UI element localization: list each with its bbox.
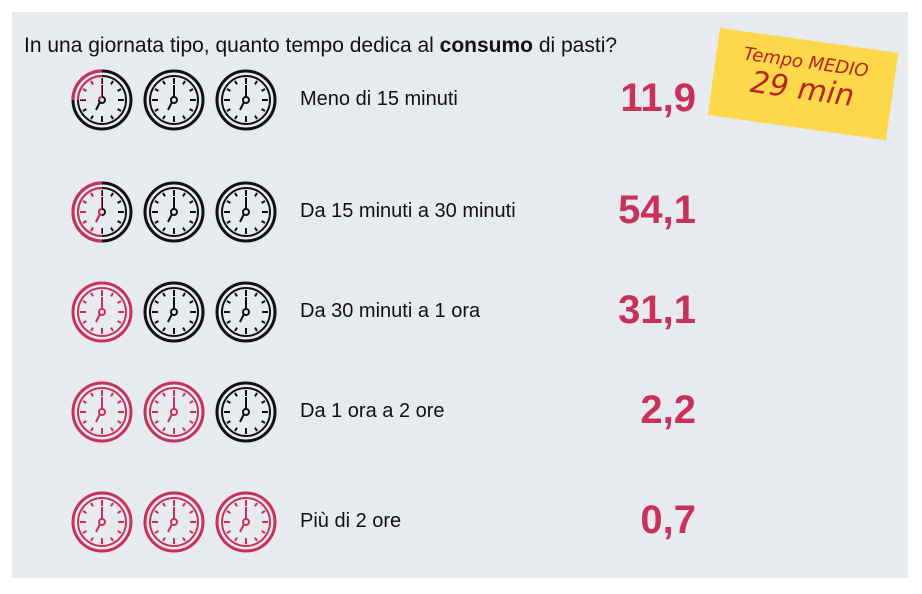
row-label: Da 30 minuti a 1 ora: [300, 300, 481, 322]
clock-icon: [215, 181, 277, 243]
title-suffix: di pasti?: [532, 34, 618, 57]
clock-fill: [71, 69, 102, 100]
row-3: Da 1 ora a 2 ore 2,2: [0, 372, 922, 452]
clock-icon: [71, 381, 133, 443]
clock-fill: [71, 181, 102, 243]
clock-icon: [143, 381, 205, 443]
clock-icon: [143, 69, 205, 131]
clock-icon: [71, 181, 133, 243]
row-value: 0,7: [640, 498, 696, 542]
clock-icon: [215, 381, 277, 443]
row-value: 54,1: [618, 188, 696, 232]
clock-icon: [143, 491, 205, 553]
clock-icon: [71, 69, 133, 131]
row-label: Più di 2 ore: [300, 510, 402, 532]
row-2: Da 30 minuti a 1 ora 31,1: [0, 272, 922, 352]
row-label: Da 1 ora a 2 ore: [300, 400, 445, 422]
clock-icon: [215, 491, 277, 553]
row-value: 31,1: [618, 288, 696, 332]
clock-icon: [143, 281, 205, 343]
question-title: In una giornata tipo, quanto tempo dedic…: [24, 34, 617, 58]
clocks-group: [71, 69, 277, 131]
row-label: Da 15 minuti a 30 minuti: [300, 200, 516, 222]
row-1: Da 15 minuti a 30 minuti 54,1: [0, 172, 922, 252]
clock-icon: [215, 69, 277, 131]
clocks-group: [71, 381, 277, 443]
row-value: 2,2: [640, 388, 696, 432]
clock-icon: [143, 181, 205, 243]
clocks-group: [71, 281, 277, 343]
clock-icon: [71, 281, 133, 343]
clocks-group: [71, 181, 277, 243]
row-4: Più di 2 ore 0,7: [0, 482, 922, 562]
title-prefix: In una giornata tipo, quanto tempo dedic…: [24, 34, 440, 57]
title-bold: consumo: [439, 34, 533, 57]
clock-icon: [215, 281, 277, 343]
clock-icon: [71, 491, 133, 553]
row-label: Meno di 15 minuti: [300, 88, 458, 110]
row-0: Meno di 15 minuti 11,9: [0, 60, 922, 140]
clocks-group: [71, 491, 277, 553]
row-value: 11,9: [620, 76, 696, 120]
